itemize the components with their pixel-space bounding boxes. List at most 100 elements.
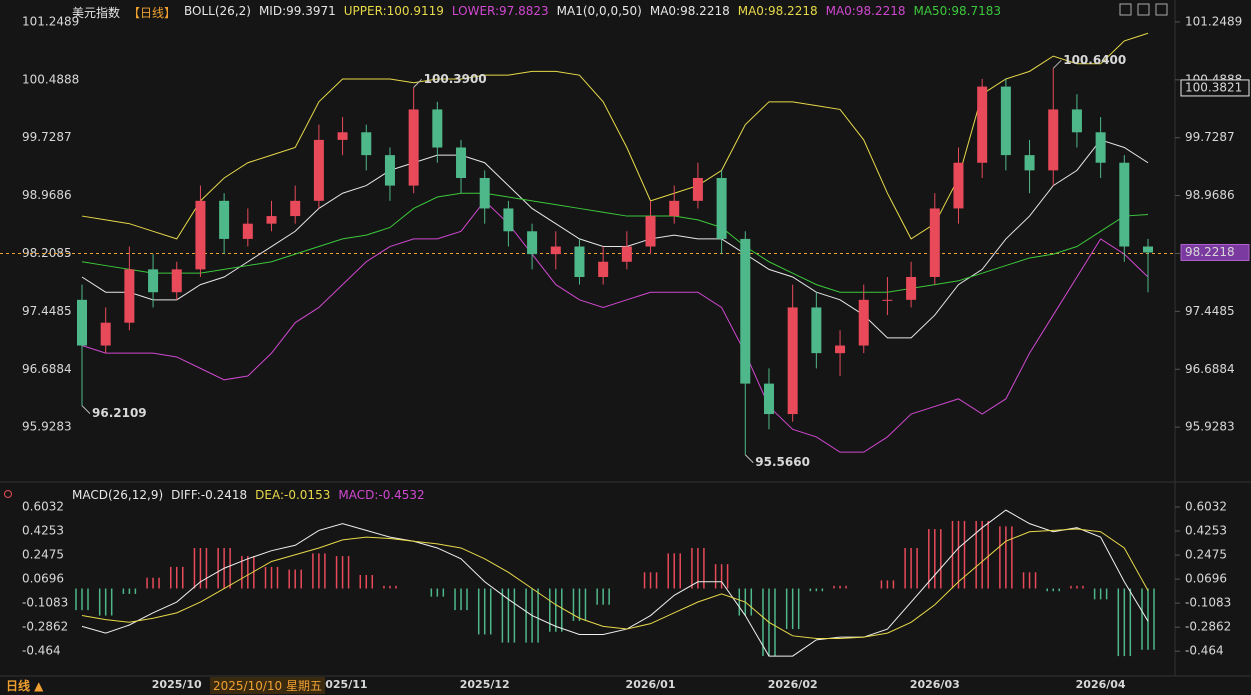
candle-body: [432, 109, 443, 148]
annotation-leader: [1052, 59, 1062, 69]
candle-body: [77, 299, 87, 346]
macd-icon[interactable]: [4, 490, 12, 498]
period-label[interactable]: 日线 ▲: [6, 679, 44, 693]
price-tag-box: [1180, 79, 1250, 97]
header-item: MACD:-0.4532: [338, 488, 425, 502]
candle-body: [835, 345, 846, 354]
header-item: DEA:-0.0153: [255, 488, 331, 502]
candle-body: [811, 307, 822, 354]
header-item: MA50:98.7183: [913, 4, 1001, 18]
candle-body: [1048, 109, 1059, 171]
candle-body: [408, 109, 419, 186]
candle-body: [290, 200, 301, 217]
y-tick-label-right: 101.2489: [1185, 14, 1242, 28]
y-tick-label-left: 96.6884: [22, 362, 72, 376]
candle-body: [361, 132, 372, 156]
x-tick-label: 2026/04: [1076, 678, 1126, 691]
x-tick-label: 2025/12: [460, 678, 510, 691]
header-item: DIFF:-0.2418: [171, 488, 248, 502]
candle-body: [692, 177, 703, 201]
y-tick-label-left: 0.4253: [22, 524, 64, 538]
candle-body: [384, 155, 395, 186]
indicator-line: [81, 200, 1149, 453]
y-tick-label-left: 0.2475: [22, 548, 64, 562]
candle-body: [266, 216, 277, 224]
y-tick-label-right: 95.9283: [1185, 420, 1235, 434]
candle-body: [337, 132, 348, 140]
price-tag-box: [1180, 243, 1250, 261]
y-tick-label-left: 99.7287: [22, 130, 72, 144]
header-item: MA1(0,0,0,50): [556, 4, 642, 18]
annotation-leader: [81, 405, 91, 414]
header-item: UPPER:100.9119: [343, 4, 444, 18]
candle-body: [953, 162, 964, 209]
y-tick-label-left: 97.4485: [22, 304, 72, 318]
y-tick-label-left: 0.6032: [22, 500, 64, 514]
icon[interactable]: [1137, 3, 1150, 16]
indicator-line: [81, 528, 1149, 640]
indicator-line: [81, 192, 1149, 293]
candle-body: [1119, 162, 1130, 247]
candle-body: [574, 246, 585, 277]
candle-body: [527, 231, 538, 255]
candle-body: [313, 139, 324, 201]
header-item: MACD(26,12,9): [72, 488, 164, 502]
x-tick-label: 2026/01: [626, 678, 676, 691]
x-tick-label: 2025/10: [152, 678, 202, 691]
candle-body: [763, 383, 774, 415]
icon[interactable]: [1155, 3, 1168, 16]
y-tick-label-right: -0.464: [1185, 644, 1224, 658]
toolbar-icons: [1119, 3, 1168, 16]
candle-body: [977, 86, 988, 163]
y-tick-label-right: 0.4253: [1185, 524, 1227, 538]
candle-body: [171, 269, 182, 293]
y-tick-label-left: 0.0696: [22, 572, 64, 586]
candle-body: [669, 200, 680, 217]
annotation-label: 100.6400: [1063, 53, 1126, 67]
candle-body: [219, 200, 230, 239]
y-tick-label-left: -0.464: [22, 644, 61, 658]
header-item: MID:99.3971: [258, 4, 336, 18]
candle-body: [858, 299, 869, 346]
y-tick-label-right: 97.4485: [1185, 304, 1235, 318]
annotation-label: 96.2109: [92, 406, 147, 420]
candle-body: [100, 322, 111, 346]
y-tick-label-right: 99.7287: [1185, 130, 1235, 144]
candle-body: [456, 147, 467, 178]
price-tag-label: 98.2218: [1185, 245, 1235, 259]
candle-body: [906, 276, 917, 300]
candle-body: [1071, 109, 1082, 133]
y-tick-label-left: 98.9686: [22, 188, 72, 202]
y-tick-label-right: 98.9686: [1185, 188, 1235, 202]
annotation-leader: [744, 454, 754, 464]
annotation-label: 100.3900: [424, 72, 487, 86]
header-item: MA0:98.2218: [649, 4, 730, 18]
header-item: MA0:98.2218: [737, 4, 818, 18]
candle-body: [550, 246, 561, 255]
annotation-label: 95.5660: [755, 455, 810, 469]
y-tick-label-right: 0.6032: [1185, 500, 1227, 514]
y-tick-label-right: 96.6884: [1185, 362, 1235, 376]
candle-body: [1143, 246, 1153, 253]
candle-body: [929, 208, 940, 277]
x-tick-label: 2026/03: [910, 678, 960, 691]
candle-body: [148, 269, 159, 293]
x-tick-label: 2026/02: [768, 678, 818, 691]
y-tick-label-right: -0.1083: [1185, 596, 1231, 610]
annotation-leader: [413, 78, 422, 88]
header-item: LOWER:97.8823: [451, 4, 549, 18]
y-tick-label-right: 0.2475: [1185, 548, 1227, 562]
candle-body: [740, 238, 751, 384]
cursor-date: 2025/10/10 星期五: [210, 677, 325, 694]
header-item: 美元指数: [72, 6, 121, 20]
y-tick-label-left: 100.4888: [22, 72, 79, 86]
icon[interactable]: [1119, 3, 1132, 16]
candle-body: [195, 200, 206, 270]
y-tick-label-right: 0.0696: [1185, 572, 1227, 586]
candle-body: [1095, 132, 1106, 163]
y-tick-label-right: -0.2862: [1185, 620, 1231, 634]
y-tick-label-left: -0.2862: [22, 620, 68, 634]
candle-body: [1000, 86, 1011, 156]
price-tag-label: 100.3821: [1185, 80, 1242, 94]
